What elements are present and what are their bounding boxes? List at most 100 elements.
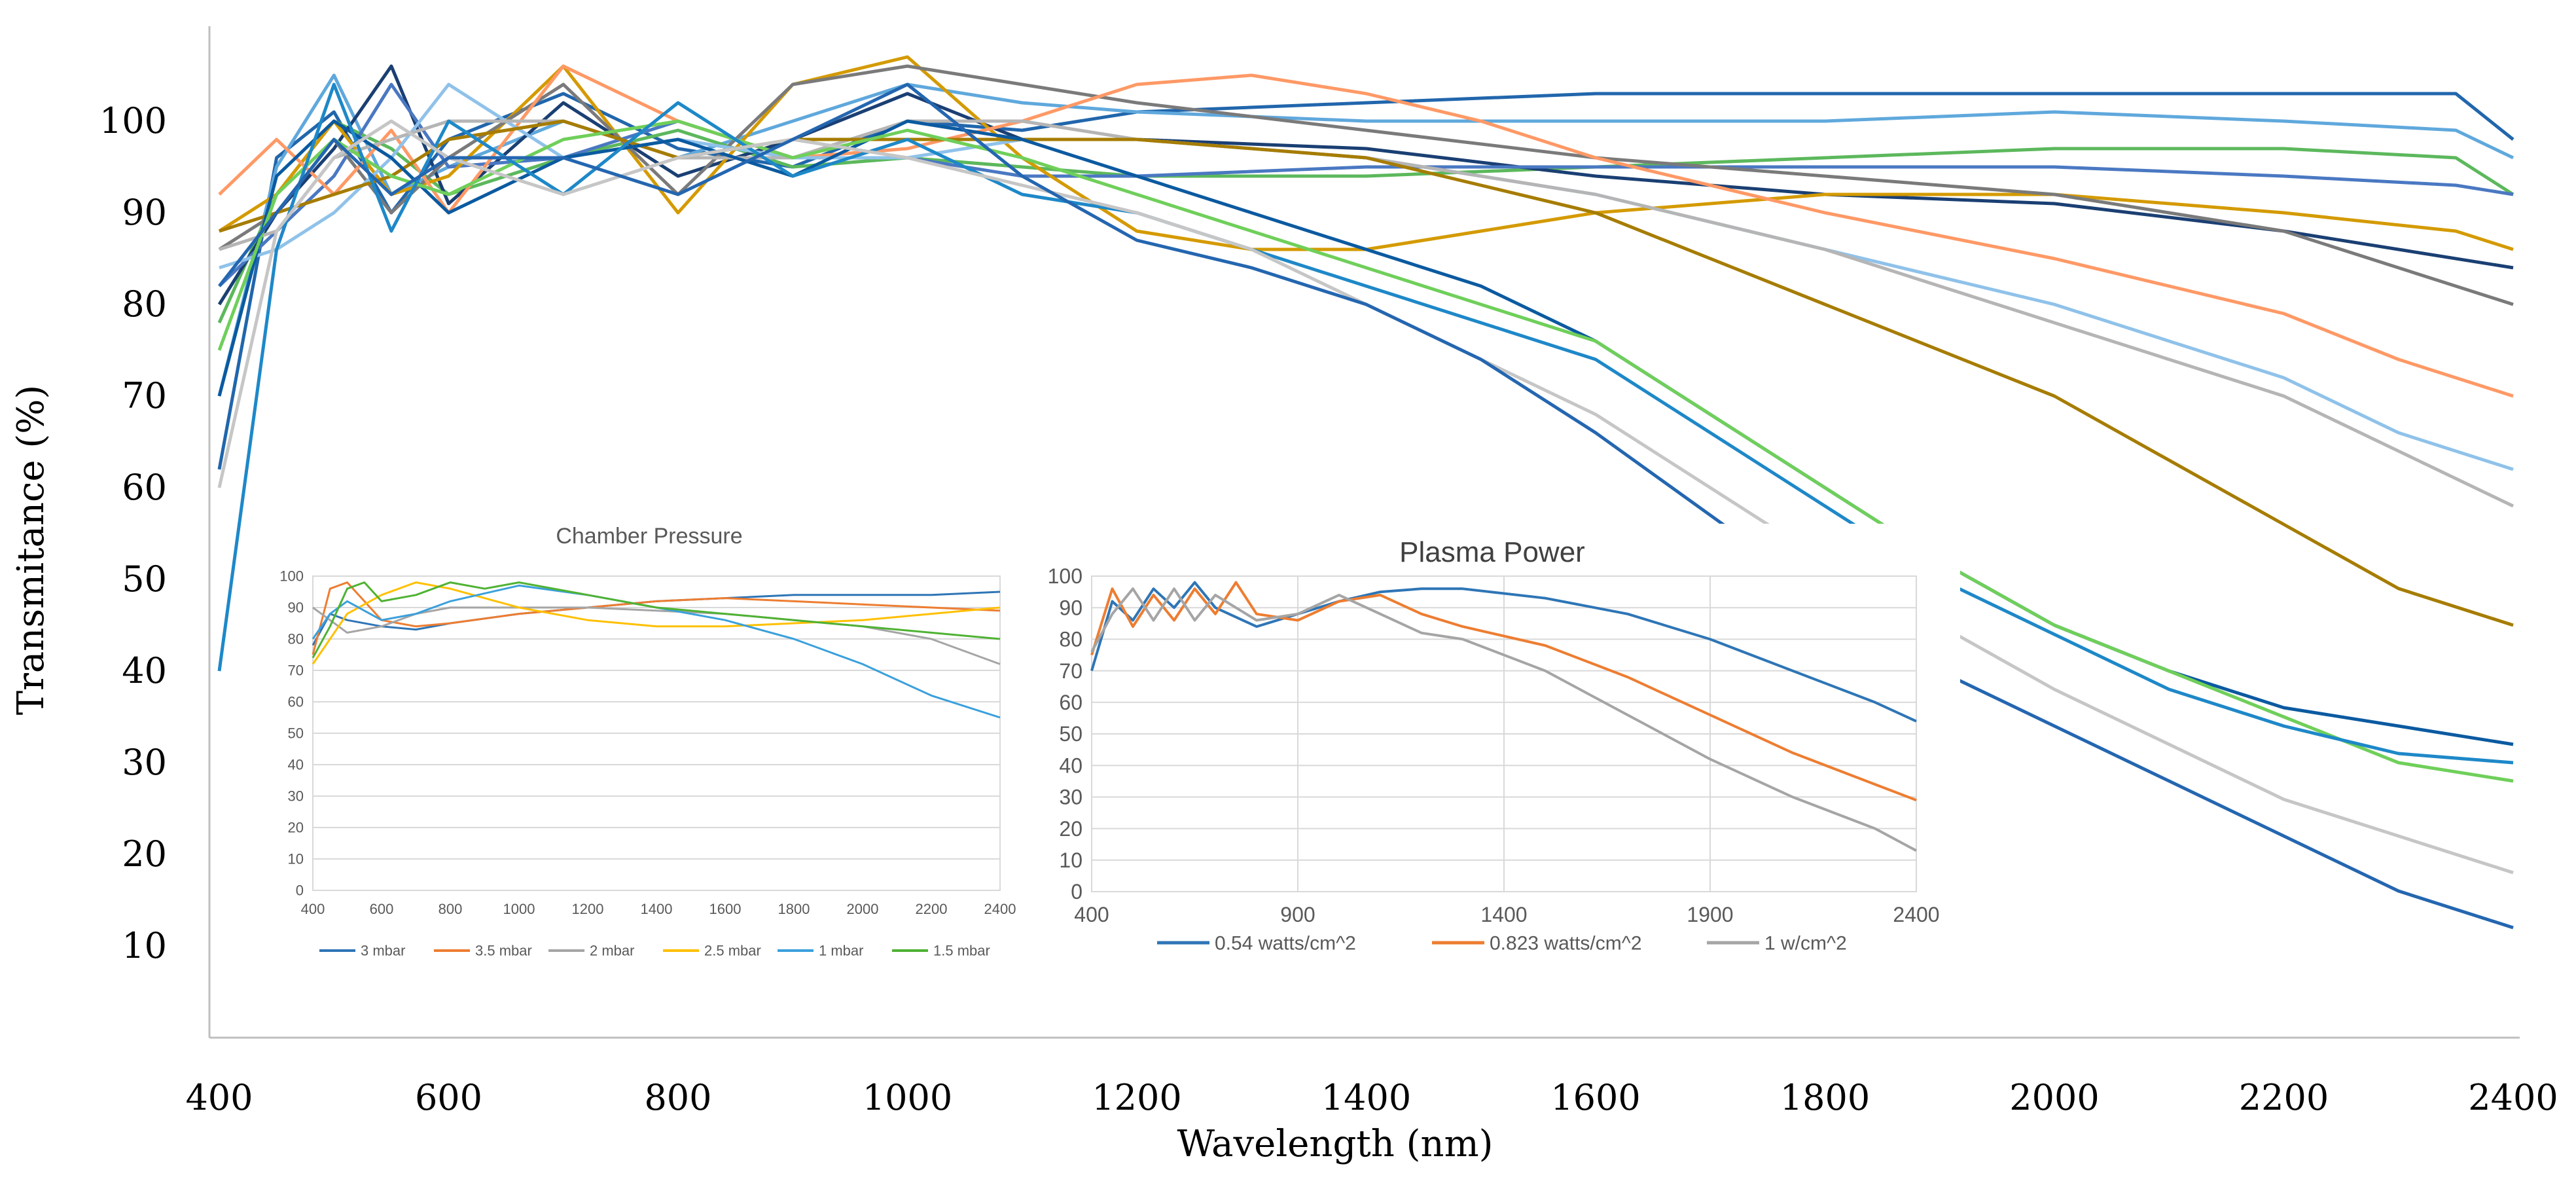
inset1-series-line-6: [312, 581, 1001, 659]
main-y-tick-label: 30: [122, 742, 167, 783]
inset2-y-tick-label: 100: [1048, 564, 1082, 588]
inset1-x-tick-label: 800: [438, 901, 463, 917]
main-series-line-10: [219, 119, 2514, 508]
inset1-x-tick-label: 600: [370, 901, 394, 917]
main-x-tick-label: 1400: [1321, 1077, 1411, 1118]
inset2-series-group: [1090, 581, 1917, 852]
main-series-line-16: [218, 82, 2514, 930]
inset1-legend-label: 1.5 mbar: [933, 943, 990, 959]
main-y-tick-label: 50: [122, 558, 167, 600]
main-y-tick-label: 10: [122, 925, 167, 966]
main-x-tick-label: 1600: [1550, 1077, 1640, 1118]
inset2-legend-label: 1 w/cm^2: [1764, 933, 1847, 955]
inset-chamber-pressure: Chamber Pressure 0102030405060708090100 …: [259, 517, 1016, 969]
inset1-legend-label: 1 mbar: [819, 943, 863, 959]
main-y-tick-label: 20: [122, 833, 167, 875]
inset1-background: [259, 517, 1008, 969]
inset1-y-tick-label: 90: [288, 600, 304, 616]
inset1-legend-label: 3 mbar: [361, 943, 405, 959]
inset1-series-group: [312, 581, 1001, 719]
inset1-grid: [312, 575, 1001, 891]
inset2-legend: 0.54 watts/cm^2 0.823 watts/cm^2 1 w/cm^2: [1157, 933, 1847, 955]
main-y-tick-label: 100: [99, 100, 167, 141]
inset1-x-tick-label: 2400: [984, 901, 1016, 917]
inset2-y-tick-label: 70: [1059, 659, 1082, 683]
inset1-y-tick-label: 20: [288, 820, 304, 836]
main-series-line-3: [217, 119, 2514, 324]
inset-plasma-power: Plasma Power 0 10 20 30 40 50 60 70 80 90 100 400 9…: [1024, 524, 1960, 975]
inset1-plot-border: [312, 575, 1001, 891]
inset2-legend-label: 0.823 watts/cm^2: [1490, 933, 1642, 955]
inset2-grid: [1091, 575, 1917, 892]
main-series-line-11: [219, 119, 2514, 627]
inset1-x-tick-label: 2000: [847, 901, 879, 917]
inset2-y-tick-labels: 0 10 20 30 40 50 60 70 80 90 100: [1048, 564, 1082, 903]
inset1-legend-label: 2 mbar: [590, 943, 634, 959]
main-x-tick-label: 400: [185, 1077, 253, 1118]
main-x-tick-label: 2200: [2239, 1077, 2329, 1118]
inset1-legend: 3 mbar 3.5 mbar 2 mbar 2.5 mbar 1 mbar 1.5 mb…: [319, 943, 990, 959]
main-series-line-13: [217, 119, 2514, 783]
inset2-x-tick-label: 1900: [1687, 903, 1733, 926]
inset2-y-tick-label: 40: [1059, 754, 1082, 777]
inset1-series-line-5: [312, 584, 1001, 719]
inset1-y-tick-labels: 0 10 20 30 40 50 60 70 80 90 100: [279, 568, 304, 899]
inset1-y-tick-label: 50: [288, 725, 304, 742]
main-series-line-6: [218, 55, 2514, 251]
main-series-line-2: [217, 73, 2514, 397]
main-x-tick-label: 1200: [1092, 1077, 1181, 1118]
inset1-title: Chamber Pressure: [556, 524, 742, 549]
inset2-series-line-2: [1090, 581, 1917, 802]
main-x-tick-label: 2000: [2009, 1077, 2099, 1118]
main-y-tick-label: 40: [122, 650, 167, 691]
inset1-x-tick-label: 1600: [709, 901, 742, 917]
main-y-tick-label: 60: [122, 467, 167, 508]
main-x-tick-label: 1800: [1780, 1077, 1870, 1118]
inset1-x-tick-label: 1000: [503, 901, 535, 917]
inset2-y-tick-label: 90: [1059, 596, 1082, 619]
main-series-line-1: [217, 92, 2514, 470]
inset1-y-tick-label: 80: [288, 631, 304, 647]
inset2-x-tick-label: 1400: [1480, 903, 1527, 926]
inset2-x-tick-label: 2400: [1893, 903, 1939, 926]
inset2-y-tick-label: 60: [1059, 691, 1082, 714]
inset1-x-tick-label: 2200: [916, 901, 948, 917]
main-series-line-4: [217, 64, 2514, 306]
inset1-legend-label: 2.5 mbar: [704, 943, 761, 959]
inset1-y-tick-label: 0: [296, 883, 304, 899]
inset2-y-tick-label: 20: [1059, 817, 1082, 841]
inset2-y-tick-label: 0: [1071, 880, 1082, 903]
inset1-x-tick-label: 1200: [572, 901, 604, 917]
inset2-y-tick-label: 30: [1059, 786, 1082, 809]
inset1-x-tick-label: 400: [301, 901, 325, 917]
main-series-line-9: [219, 82, 2514, 471]
inset2-y-tick-label: 10: [1059, 848, 1082, 872]
inset1-x-tick-label: 1800: [778, 901, 810, 917]
inset1-y-tick-label: 60: [288, 694, 304, 710]
inset1-series-line-2: [312, 581, 1001, 655]
main-series-group: [217, 55, 2514, 930]
main-series-line-7: [218, 64, 2514, 306]
inset1-y-tick-label: 40: [288, 757, 304, 773]
main-x-tick-label: 1000: [863, 1077, 952, 1118]
main-y-tick-labels: 10 20 30 40 50 60 70 80 90 100: [99, 100, 167, 966]
inset1-series-line-4: [312, 581, 1001, 665]
inset1-y-tick-label: 10: [288, 851, 304, 867]
main-series-line-5: [218, 82, 2514, 287]
inset1-legend-label: 3.5 mbar: [475, 943, 532, 959]
inset2-x-tick-label: 900: [1280, 903, 1315, 926]
main-y-tick-label: 80: [122, 283, 167, 325]
inset2-x-tick-labels: 400 900 1400 1900 2400: [1074, 903, 1939, 926]
inset1-x-tick-labels: 400 600 800 1000 1200 1400 1600 1800 2000 2200 240…: [301, 901, 1016, 917]
main-y-tick-label: 90: [122, 192, 167, 233]
main-series-line-15: [217, 119, 2514, 875]
inset1-y-tick-label: 100: [279, 568, 304, 585]
inset2-title: Plasma Power: [1399, 536, 1585, 568]
inset2-y-tick-label: 80: [1059, 628, 1082, 651]
inset2-plot-border: [1091, 575, 1917, 892]
inset1-y-tick-label: 30: [288, 788, 304, 805]
main-x-tick-labels: 400 600 800 1000 1200 1400 1600 1800 2000 2200 240…: [185, 1077, 2558, 1118]
main-x-tick-label: 600: [415, 1077, 482, 1118]
